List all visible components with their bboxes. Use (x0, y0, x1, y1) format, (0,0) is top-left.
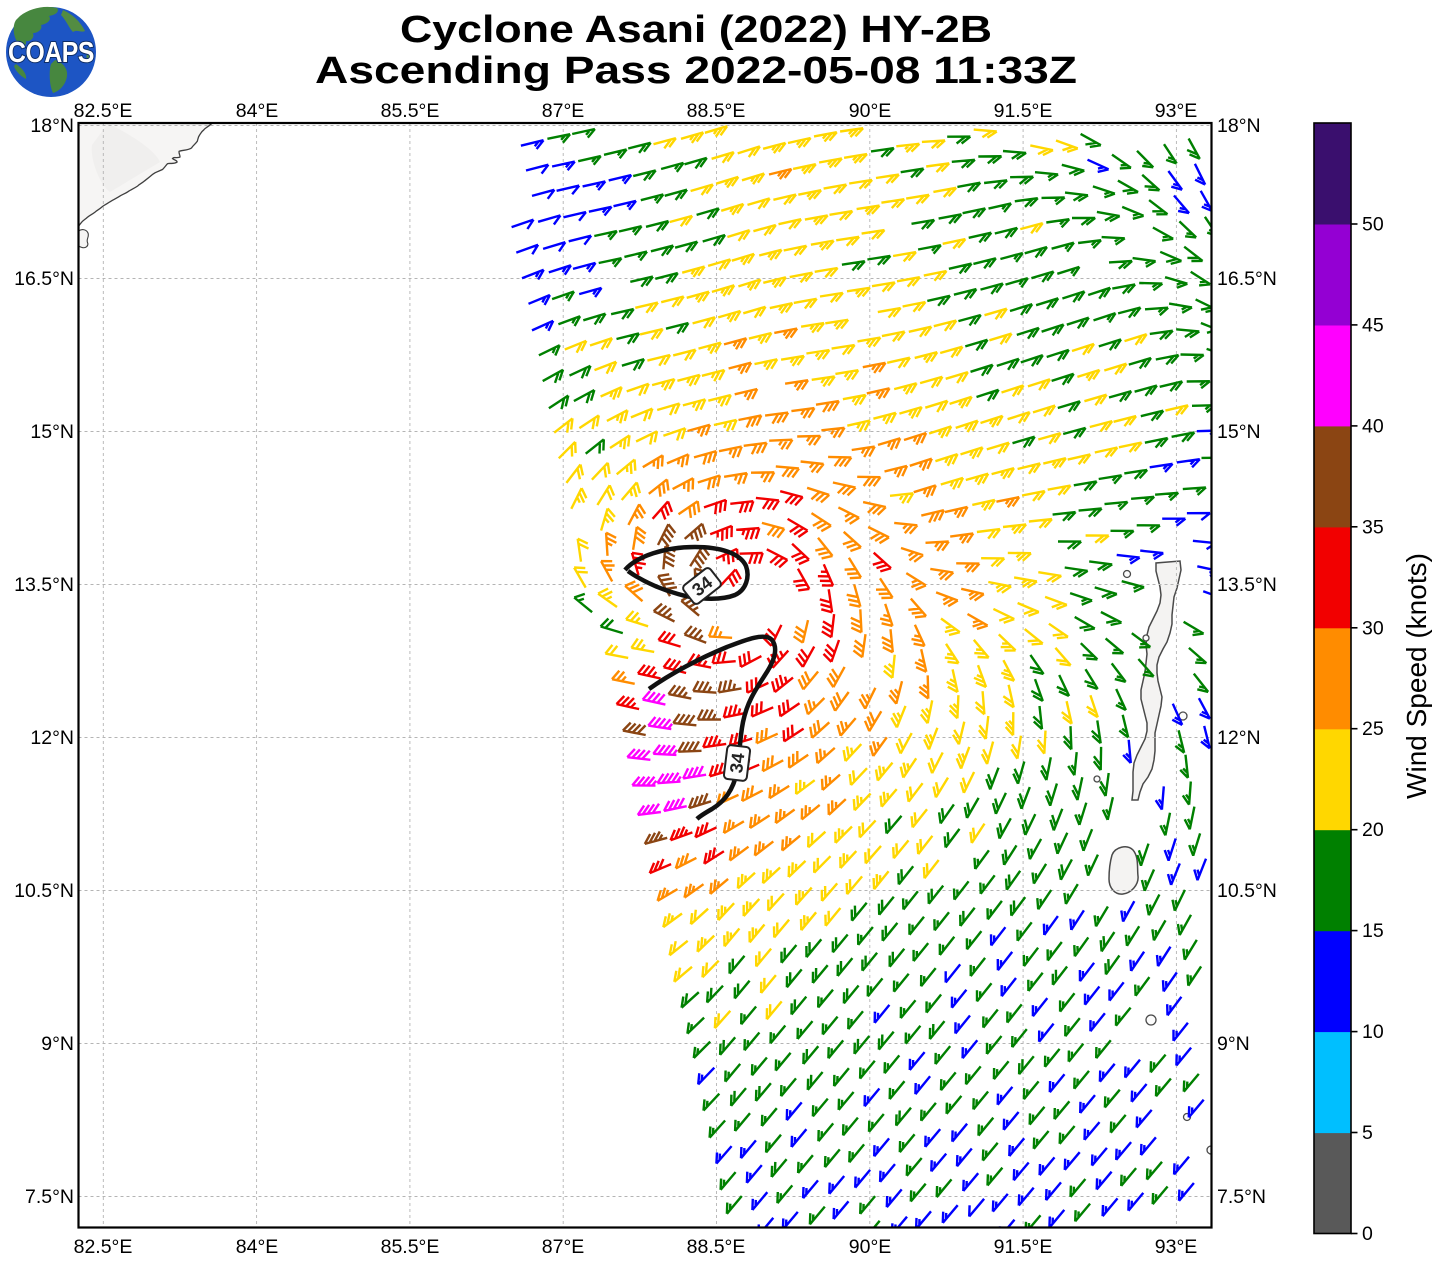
svg-text:10: 10 (1362, 1021, 1384, 1043)
svg-text:30: 30 (1362, 617, 1384, 639)
svg-text:15°N: 15°N (30, 421, 74, 443)
svg-text:15: 15 (1362, 920, 1384, 942)
svg-text:7.5°N: 7.5°N (1217, 1186, 1266, 1208)
svg-text:85.5°E: 85.5°E (381, 1236, 440, 1258)
svg-text:Wind Speed (knots): Wind Speed (knots) (1401, 553, 1432, 799)
svg-text:50: 50 (1362, 214, 1384, 236)
svg-text:88.5°E: 88.5°E (687, 1236, 746, 1258)
svg-text:84°E: 84°E (236, 100, 279, 122)
svg-text:20: 20 (1362, 819, 1384, 841)
svg-text:5: 5 (1362, 1122, 1373, 1144)
svg-text:18°N: 18°N (1217, 115, 1261, 137)
svg-text:18°N: 18°N (30, 115, 74, 137)
svg-text:82.5°E: 82.5°E (74, 1236, 133, 1258)
svg-text:91.5°E: 91.5°E (994, 100, 1053, 122)
svg-text:91.5°E: 91.5°E (994, 1236, 1053, 1258)
svg-text:84°E: 84°E (236, 1236, 279, 1258)
svg-text:Cyclone Asani (2022) HY-2B: Cyclone Asani (2022) HY-2B (400, 9, 992, 51)
svg-text:10.5°N: 10.5°N (1217, 880, 1277, 902)
svg-text:13.5°N: 13.5°N (14, 574, 74, 596)
svg-text:12°N: 12°N (1217, 727, 1261, 749)
svg-text:0: 0 (1362, 1223, 1373, 1245)
svg-text:25: 25 (1362, 718, 1384, 740)
svg-text:45: 45 (1362, 314, 1384, 336)
svg-text:88.5°E: 88.5°E (687, 100, 746, 122)
svg-text:10.5°N: 10.5°N (14, 880, 74, 902)
svg-text:93°E: 93°E (1155, 1236, 1198, 1258)
svg-text:13.5°N: 13.5°N (1217, 574, 1277, 596)
svg-text:87°E: 87°E (542, 100, 585, 122)
svg-text:85.5°E: 85.5°E (381, 100, 440, 122)
svg-text:90°E: 90°E (849, 100, 892, 122)
svg-text:34: 34 (726, 752, 748, 774)
svg-text:9°N: 9°N (1217, 1033, 1250, 1055)
svg-text:12°N: 12°N (30, 727, 74, 749)
svg-text:90°E: 90°E (849, 1236, 892, 1258)
svg-text:16.5°N: 16.5°N (14, 268, 74, 290)
svg-text:7.5°N: 7.5°N (25, 1186, 74, 1208)
svg-text:87°E: 87°E (542, 1236, 585, 1258)
svg-text:9°N: 9°N (41, 1033, 74, 1055)
svg-text:15°N: 15°N (1217, 421, 1261, 443)
svg-text:COAPS: COAPS (8, 37, 94, 69)
svg-text:40: 40 (1362, 415, 1384, 437)
svg-text:35: 35 (1362, 516, 1384, 538)
svg-text:Ascending Pass 2022-05-08 11:3: Ascending Pass 2022-05-08 11:33Z (315, 50, 1077, 92)
svg-text:82.5°E: 82.5°E (74, 100, 133, 122)
svg-text:93°E: 93°E (1155, 100, 1198, 122)
svg-text:16.5°N: 16.5°N (1217, 268, 1277, 290)
